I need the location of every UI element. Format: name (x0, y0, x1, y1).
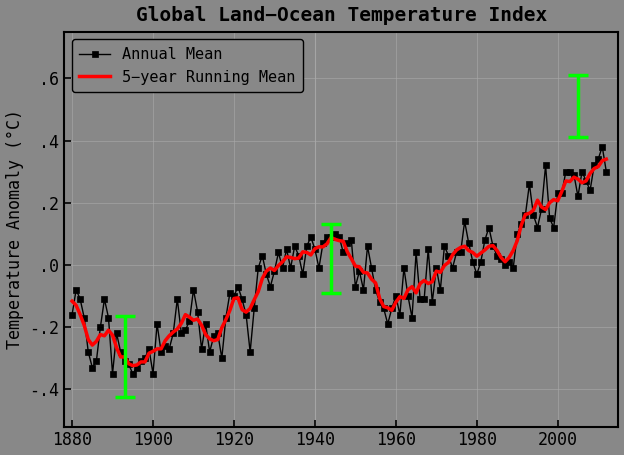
5−year Running Mean (129, 363, 137, 369)
5−year Running Mean (587, 171, 594, 176)
Legend: Annual Mean, 5−year Running Mean: Annual Mean, 5−year Running Mean (72, 39, 303, 92)
5−year Running Mean (105, 328, 112, 333)
Y-axis label: Temperature Anomaly (°C): Temperature Anomaly (°C) (6, 109, 24, 349)
Annual Mean (424, 247, 432, 252)
5−year Running Mean (424, 281, 432, 286)
Annual Mean (68, 312, 76, 318)
5−year Running Mean (574, 177, 582, 182)
Line: Annual Mean: Annual Mean (69, 144, 609, 376)
Annual Mean (441, 243, 448, 249)
Annual Mean (408, 315, 416, 320)
Title: Global Land−Ocean Temperature Index: Global Land−Ocean Temperature Index (135, 5, 547, 25)
Annual Mean (109, 371, 116, 376)
Annual Mean (105, 315, 112, 320)
5−year Running Mean (408, 284, 416, 289)
Annual Mean (587, 187, 594, 193)
5−year Running Mean (603, 157, 610, 162)
Annual Mean (598, 144, 606, 149)
5−year Running Mean (441, 263, 448, 268)
5−year Running Mean (68, 298, 76, 304)
Annual Mean (574, 194, 582, 199)
Line: 5−year Running Mean: 5−year Running Mean (72, 159, 607, 366)
Annual Mean (603, 169, 610, 174)
